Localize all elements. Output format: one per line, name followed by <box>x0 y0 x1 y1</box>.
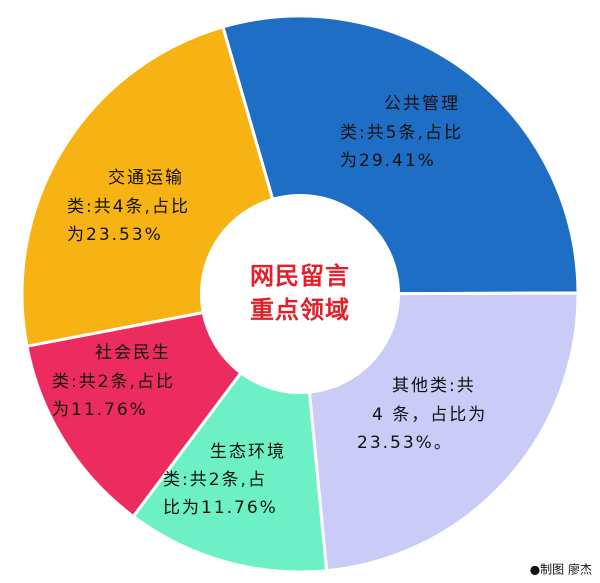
slice-label: 公共管理 <box>384 94 460 114</box>
center-label: 重点领域 <box>250 296 350 324</box>
slice-label: 为23.53% <box>67 225 163 245</box>
slice-label: 类:共2条,占 <box>163 470 267 490</box>
slice-label: 为29.41% <box>340 151 436 171</box>
slice-label: 23.53%。 <box>357 433 453 453</box>
slice-label: 生态环境 <box>210 442 286 462</box>
center-label: 网民留言 <box>250 262 350 290</box>
slice-label: 类:共2条,占比 <box>52 372 175 392</box>
slice-label: 其他类:共 <box>392 376 476 396</box>
slice-label: 社会民生 <box>95 343 171 363</box>
slice-label: 为11.76% <box>52 400 148 420</box>
credit: ●制图 廖杰 <box>530 562 592 577</box>
slice-label: 类:共4条,占比 <box>67 197 190 217</box>
slice-label: 4 条，占比为 <box>372 405 487 425</box>
slice-label: 类:共5条,占比 <box>340 123 463 143</box>
slice-label: 比为11.76% <box>163 498 278 518</box>
donut-hole <box>200 194 400 394</box>
slice-label: 交通运输 <box>108 168 184 188</box>
